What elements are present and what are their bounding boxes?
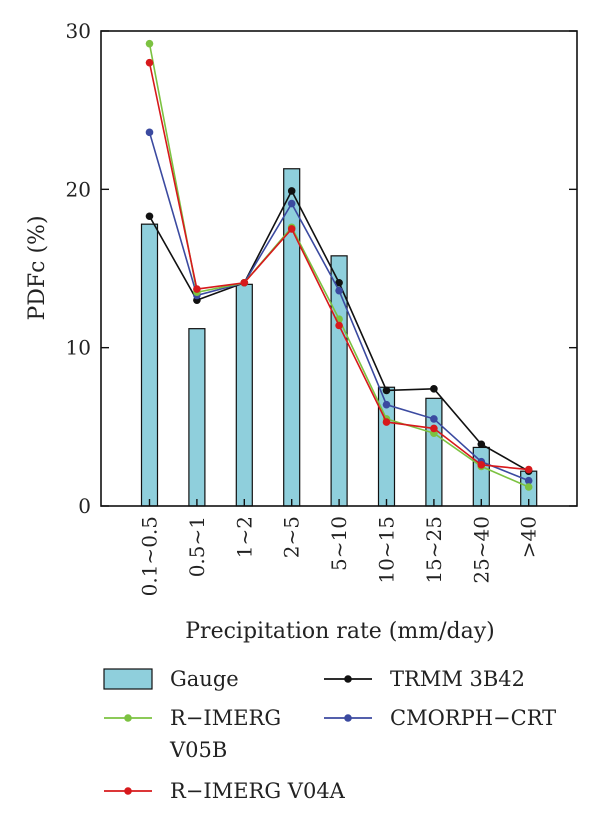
- x-tick-label: 0.5~1: [185, 516, 209, 577]
- series-0-point-7: [477, 440, 486, 449]
- bars-layer: [140, 168, 538, 507]
- series-3-point-6: [430, 424, 438, 433]
- x-axis-title: Precipitation rate (mm/day): [185, 619, 494, 644]
- series-3-point-0: [145, 58, 154, 67]
- series-1-point-4: [335, 286, 343, 295]
- series-3-point-2: [240, 278, 249, 287]
- legend-label: R−IMERG: [170, 706, 281, 730]
- bar-1~2: [235, 283, 253, 507]
- series-3-point-7: [477, 461, 486, 469]
- legend-swatch-gauge: [103, 668, 153, 690]
- legend-swatch-marker: [124, 787, 132, 795]
- x-tick-label: >40: [517, 516, 541, 558]
- bar-15~25: [425, 397, 443, 507]
- series-1-point-0: [145, 128, 154, 137]
- y-tick-label: 0: [78, 494, 91, 518]
- x-tick-label: 15~25: [422, 516, 446, 584]
- y-tick-label: 20: [66, 177, 91, 201]
- legend-label: R−IMERG V04A: [170, 779, 346, 803]
- series-2-point-8: [524, 483, 533, 491]
- legend-label-line2: V05B: [169, 738, 227, 762]
- legend-swatch-marker: [344, 714, 352, 722]
- x-tick-label: 10~15: [375, 516, 399, 584]
- series-0-point-3: [287, 187, 296, 195]
- bar-0.1~0.5: [140, 223, 159, 507]
- series-1-point-6: [430, 415, 438, 423]
- series-1-point-5: [382, 400, 391, 409]
- y-ticks: 0 10 20 30: [66, 19, 577, 518]
- legend: Gauge TRMM 3B42 R−IMERG V05B CMORPH−CRT R−IME…: [103, 667, 556, 803]
- series-0-point-5: [382, 386, 391, 395]
- legend-swatch-marker: [124, 714, 132, 722]
- x-tick-label: 1~2: [232, 516, 256, 558]
- x-tick-label: 5~10: [327, 516, 351, 571]
- y-tick-label: 10: [66, 336, 91, 360]
- series-1-point-3: [287, 199, 296, 208]
- series-2-point-0: [145, 39, 154, 48]
- series-1-point-8: [524, 476, 533, 485]
- legend-swatch-marker: [344, 675, 352, 683]
- bar-2~5: [283, 168, 301, 507]
- series-0-point-0: [145, 212, 154, 221]
- x-tick-label: 2~5: [280, 516, 304, 558]
- y-tick-label: 30: [66, 19, 91, 43]
- series-3-point-5: [382, 418, 391, 426]
- x-ticks: 0.1~0.5 0.5~1 1~2 2~5 5~10 10~15 15~25 25~40 >40: [138, 499, 541, 596]
- lines-layer: [145, 39, 533, 491]
- series-3-point-3: [287, 225, 296, 233]
- series-0-point-4: [335, 278, 343, 287]
- legend-label: Gauge: [170, 667, 239, 691]
- series-0-point-6: [430, 385, 438, 393]
- bar-0.5~1: [188, 328, 206, 507]
- legend-label: CMORPH−CRT: [390, 706, 556, 730]
- series-3-point-8: [524, 465, 533, 474]
- x-tick-label: 0.1~0.5: [138, 516, 162, 596]
- series-3-point-1: [193, 285, 201, 293]
- legend-label: TRMM 3B42: [390, 667, 525, 691]
- x-tick-label: 25~40: [469, 516, 493, 584]
- series-3-point-4: [335, 321, 343, 330]
- y-axis-title: PDFc (%): [25, 215, 50, 320]
